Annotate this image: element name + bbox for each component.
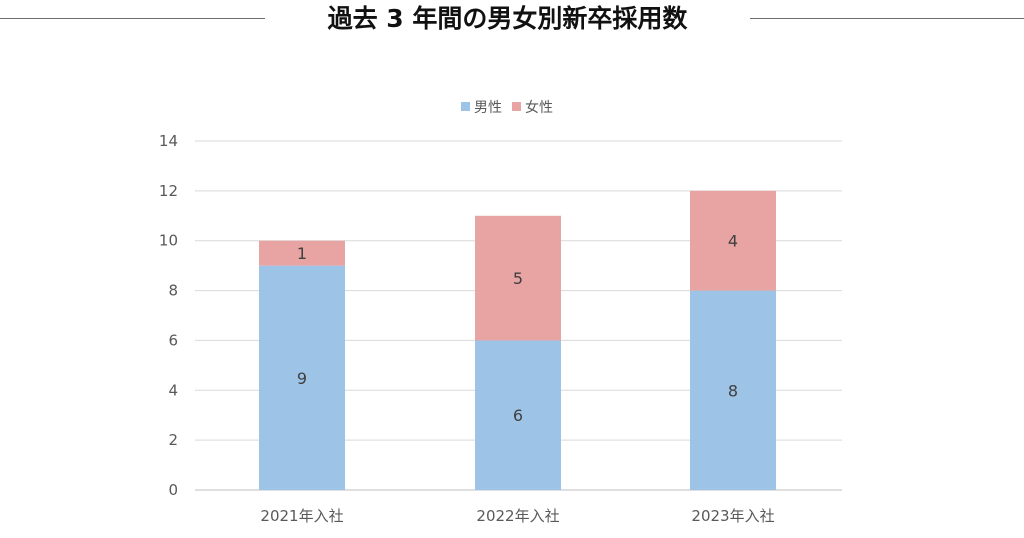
bar-女性-2022年入社 <box>475 215 561 341</box>
legend-swatch-女性 <box>512 102 521 111</box>
bar-女性-2023年入社 <box>690 190 776 291</box>
bar-男性-2022年入社 <box>475 340 561 490</box>
y-tick-label-14: 14 <box>159 132 178 150</box>
title-rule-left <box>0 18 265 19</box>
y-tick-label-2: 2 <box>168 431 178 449</box>
data-label-女性-2021年入社: 1 <box>297 244 307 263</box>
legend-swatch-男性 <box>461 102 470 111</box>
data-label-男性-2021年入社: 9 <box>297 369 307 388</box>
y-tick-label-0: 0 <box>168 481 178 499</box>
bar-男性-2023年入社 <box>690 290 776 490</box>
x-category-label-2021年入社: 2021年入社 <box>260 507 343 525</box>
title-rule-right <box>750 18 1024 19</box>
y-tick-label-6: 6 <box>168 331 178 349</box>
y-tick-label-8: 8 <box>168 282 178 300</box>
data-label-男性-2023年入社: 8 <box>728 381 738 400</box>
y-tick-label-10: 10 <box>159 232 178 250</box>
legend-label-男性: 男性 <box>474 100 502 116</box>
legend-label-女性: 女性 <box>525 99 553 116</box>
bar-男性-2021年入社 <box>259 265 345 490</box>
chart-title-row: 過去 3 年間の男女別新卒採用数 <box>0 0 1024 40</box>
x-category-label-2022年入社: 2022年入社 <box>476 507 559 525</box>
data-label-女性-2022年入社: 5 <box>513 269 523 288</box>
y-tick-label-12: 12 <box>159 182 178 200</box>
bar-女性-2021年入社 <box>259 240 345 266</box>
data-label-男性-2022年入社: 6 <box>513 406 523 425</box>
chart-title: 過去 3 年間の男女別新卒採用数 <box>327 4 688 33</box>
data-label-女性-2023年入社: 4 <box>728 232 738 251</box>
x-category-label-2023年入社: 2023年入社 <box>691 507 774 525</box>
y-tick-label-4: 4 <box>168 381 178 399</box>
